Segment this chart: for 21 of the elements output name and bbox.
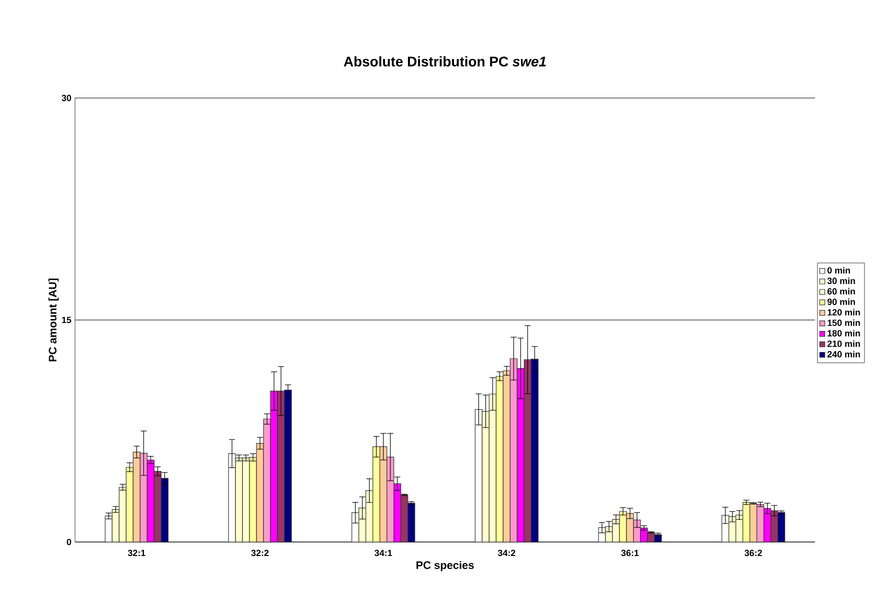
legend-label: 180 min	[828, 330, 860, 336]
x-axis-title: PC species	[416, 560, 474, 572]
legend-label: 30 min	[827, 277, 855, 284]
y-tick-label: 30	[62, 94, 72, 102]
y-tick-label: 0	[66, 538, 72, 546]
x-tick-label: 36:2	[744, 550, 762, 556]
legend-label: 210 min	[827, 340, 860, 347]
y-axis-title: PC amount [AU]	[48, 278, 59, 362]
legend-label: 120 min	[828, 308, 860, 316]
y-tick-label: 15	[62, 316, 72, 324]
x-tick-label: 32:1	[128, 550, 146, 556]
legend-label: 90 min	[827, 298, 855, 306]
legend-label: 60 min	[827, 288, 855, 295]
x-tick-label: 32:2	[251, 550, 269, 556]
legend-label: 240 min	[827, 350, 860, 358]
x-tick-label: 34:1	[374, 550, 392, 556]
legend-label: 0 min	[827, 266, 850, 274]
x-tick-label: 36:1	[621, 550, 639, 556]
legend-label: 150 min	[828, 319, 860, 326]
x-tick-label: 34:2	[498, 550, 516, 556]
chart-title: Absolute Distribution PC swe1	[344, 56, 546, 66]
